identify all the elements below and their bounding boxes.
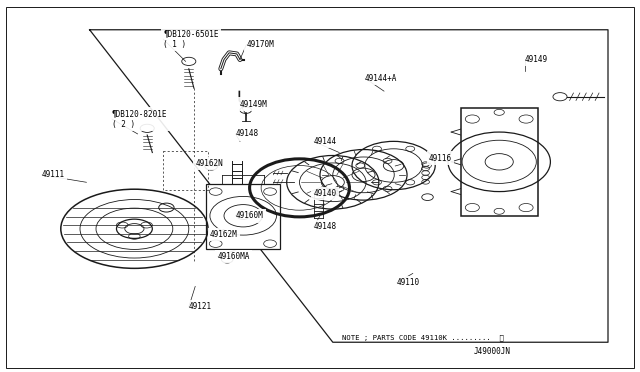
Text: 49149M: 49149M xyxy=(240,100,268,109)
Text: 49111: 49111 xyxy=(42,170,65,179)
Bar xyxy=(206,184,280,249)
Text: 49121: 49121 xyxy=(189,302,212,311)
Bar xyxy=(461,108,538,216)
Text: 49160M: 49160M xyxy=(236,211,263,220)
Text: 49162N: 49162N xyxy=(195,159,223,168)
Text: J49000JN: J49000JN xyxy=(474,347,511,356)
Bar xyxy=(461,108,538,216)
Text: 49144+A: 49144+A xyxy=(365,74,397,83)
Text: ¶DB120-6501E
( 1 ): ¶DB120-6501E ( 1 ) xyxy=(163,29,219,49)
Text: 49160MA: 49160MA xyxy=(218,252,250,261)
Text: 49148: 49148 xyxy=(236,129,259,138)
Text: ¶DB120-8201E
( 2 ): ¶DB120-8201E ( 2 ) xyxy=(112,109,168,129)
Bar xyxy=(206,184,280,249)
Text: 49110: 49110 xyxy=(397,278,420,287)
Text: 49149: 49149 xyxy=(525,55,548,64)
Text: 49140: 49140 xyxy=(314,189,337,198)
Ellipse shape xyxy=(60,189,209,269)
Text: 49144: 49144 xyxy=(314,137,337,146)
Text: NOTE ; PARTS CODE 49110K .........  Ⓐ: NOTE ; PARTS CODE 49110K ......... Ⓐ xyxy=(342,334,504,341)
Text: 49170M: 49170M xyxy=(246,40,274,49)
Text: 49148: 49148 xyxy=(314,222,337,231)
Text: 49116: 49116 xyxy=(429,154,452,163)
Text: 49162M: 49162M xyxy=(210,230,237,239)
